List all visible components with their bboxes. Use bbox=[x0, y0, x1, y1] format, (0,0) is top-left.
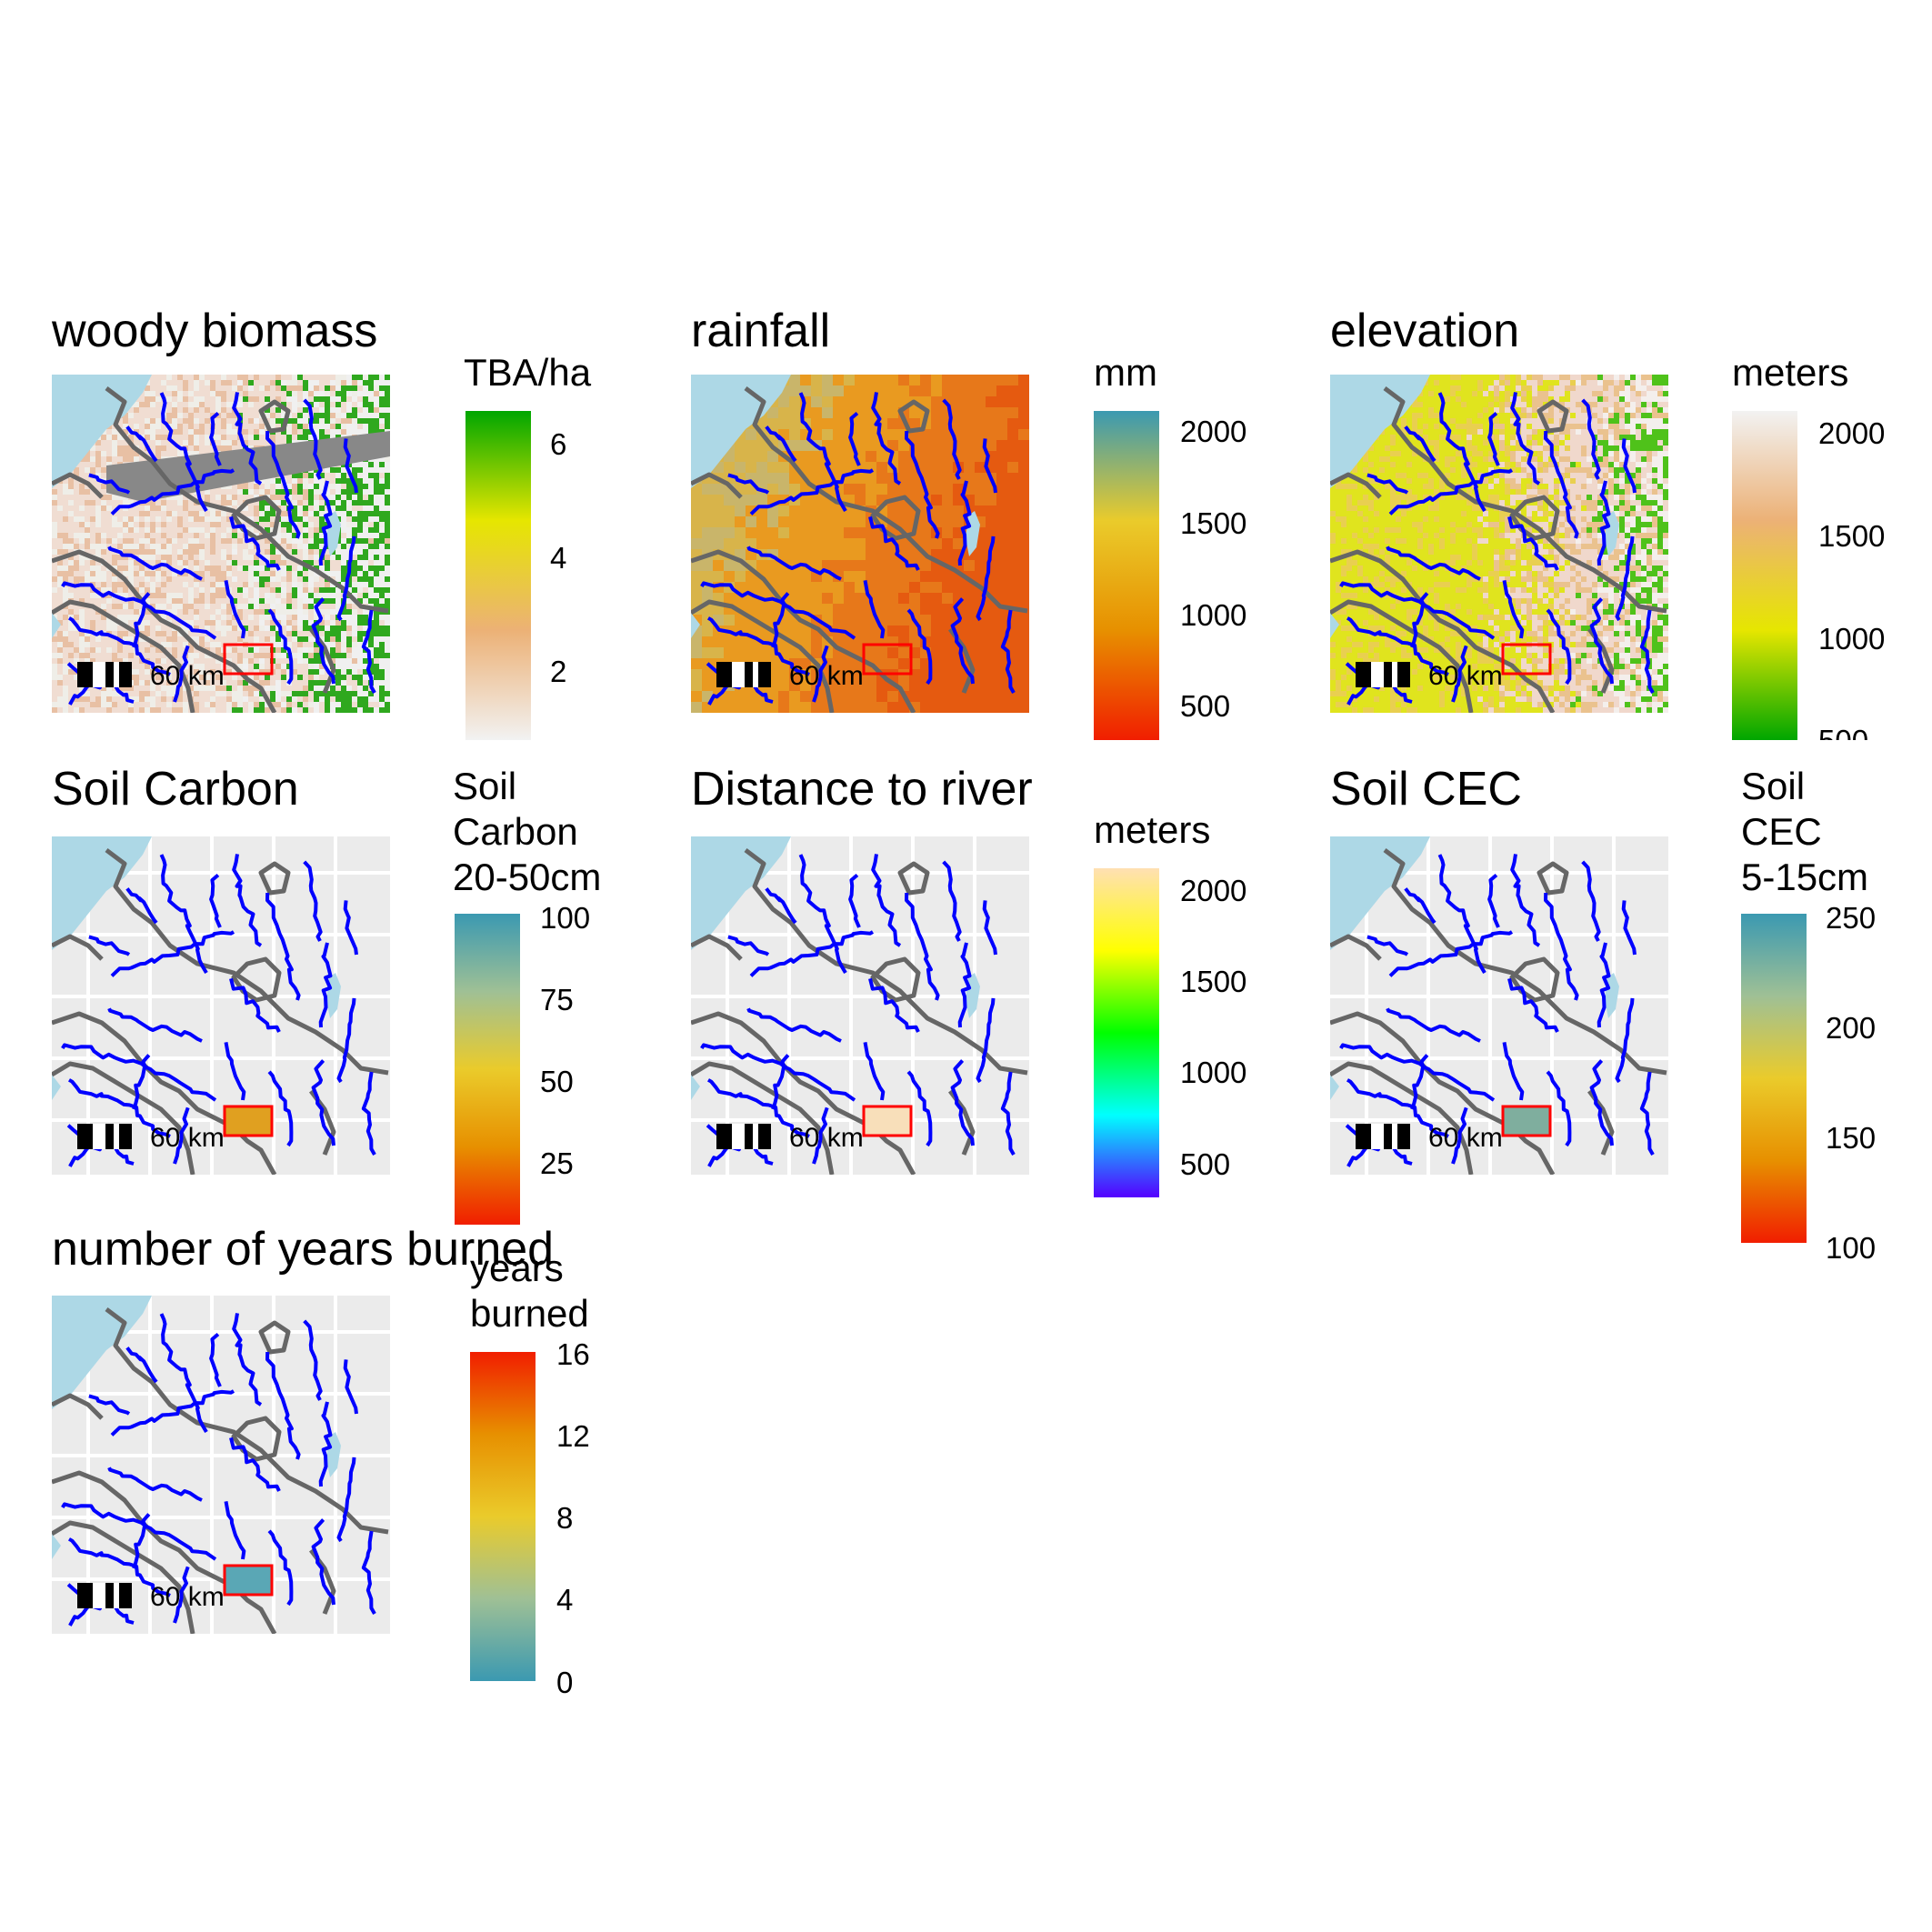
study-area-box bbox=[223, 1564, 274, 1597]
tick-label: 2 bbox=[550, 655, 567, 688]
tick-label: 1000 bbox=[1180, 598, 1247, 632]
map-woody-biomass: 60 km bbox=[52, 375, 390, 713]
study-area-box bbox=[862, 643, 913, 676]
colorbar-soil-cec bbox=[1741, 914, 1807, 1243]
study-area-box bbox=[1501, 643, 1552, 676]
tick-label: 50 bbox=[540, 1065, 574, 1098]
scale-bar bbox=[716, 1124, 771, 1149]
legend-title: meters bbox=[1094, 808, 1211, 851]
map-svg: 60 km bbox=[1330, 375, 1668, 713]
tick-label: 8 bbox=[556, 1501, 574, 1535]
study-area-box bbox=[223, 1105, 274, 1137]
study-area-box bbox=[1501, 1105, 1552, 1137]
panel-title: Soil CEC bbox=[1330, 763, 1522, 816]
scale-label: 60 km bbox=[789, 1123, 864, 1153]
tick-label: 0 bbox=[556, 1666, 574, 1699]
tick-label: 6 bbox=[550, 427, 567, 461]
tick-label: 25 bbox=[540, 1146, 574, 1180]
legend-title: mm bbox=[1094, 351, 1157, 394]
map-svg: 60 km bbox=[1330, 836, 1668, 1175]
tick-label: 1000 bbox=[1180, 1056, 1247, 1089]
tick-label: 4 bbox=[556, 1583, 574, 1617]
panel-title: elevation bbox=[1330, 305, 1520, 357]
legend-title: years burned bbox=[470, 1246, 589, 1335]
tick-label: 1500 bbox=[1818, 519, 1886, 553]
river-layer bbox=[61, 392, 376, 706]
scale-label: 60 km bbox=[789, 661, 864, 691]
legend-title: Soil Carbon 20-50cm bbox=[453, 765, 602, 898]
scale-bar bbox=[716, 662, 771, 687]
raster-layer bbox=[691, 836, 1029, 1175]
scale-label: 60 km bbox=[1428, 661, 1503, 691]
tick-label: 500 bbox=[1180, 1147, 1231, 1181]
map-soil-carbon: 60 km bbox=[52, 836, 390, 1175]
map-svg: 60 km bbox=[52, 1296, 390, 1634]
legend-title: Soil CEC 5-15cm bbox=[1741, 765, 1869, 898]
tick-label: 16 bbox=[556, 1337, 590, 1371]
tick-label: 100 bbox=[540, 901, 591, 935]
scale-label: 60 km bbox=[150, 1123, 225, 1153]
river-layer bbox=[1339, 392, 1655, 706]
scale-label: 60 km bbox=[150, 1582, 225, 1612]
tick-label: 200 bbox=[1826, 1011, 1877, 1045]
scale-bar bbox=[77, 1124, 132, 1149]
panel-title: number of years burned bbox=[52, 1223, 555, 1276]
colorbar-rainfall bbox=[1094, 411, 1159, 740]
map-svg: 60 km bbox=[691, 836, 1029, 1175]
map-rainfall: 60 km bbox=[691, 375, 1029, 713]
study-area-box bbox=[862, 1105, 913, 1137]
map-distance-to-river: 60 km bbox=[691, 836, 1029, 1175]
study-area-box bbox=[223, 643, 274, 676]
scale-bar bbox=[1356, 1124, 1410, 1149]
water-layer bbox=[691, 375, 980, 638]
map-soil-cec: 60 km bbox=[1330, 836, 1668, 1175]
legend-title: meters bbox=[1732, 351, 1849, 394]
tick-label: 75 bbox=[540, 983, 574, 1016]
tick-label: 1500 bbox=[1180, 965, 1247, 998]
map-years-burned: 60 km bbox=[52, 1296, 390, 1634]
scale-bar bbox=[77, 662, 132, 687]
map-svg: 60 km bbox=[52, 836, 390, 1175]
legend-title: TBA/ha bbox=[464, 351, 592, 394]
colorbar-woody-biomass bbox=[465, 411, 531, 740]
colorbar-soil-carbon bbox=[455, 914, 520, 1225]
tick-label: 2000 bbox=[1180, 874, 1247, 907]
tick-label: 1000 bbox=[1818, 622, 1886, 656]
tick-label: 150 bbox=[1826, 1121, 1877, 1155]
water-layer bbox=[52, 1296, 341, 1559]
scale-bar bbox=[77, 1583, 132, 1608]
tick-label: 2000 bbox=[1818, 416, 1886, 450]
map-elevation: 60 km bbox=[1330, 375, 1668, 713]
tick-label: 250 bbox=[1826, 901, 1877, 935]
tick-label: 2000 bbox=[1180, 415, 1247, 448]
tick-label: 500 bbox=[1818, 726, 1868, 740]
tick-label: 100 bbox=[1826, 1231, 1877, 1265]
colorbar-distance-to-river bbox=[1094, 868, 1159, 1197]
river-layer bbox=[700, 392, 1016, 706]
tick-label: 12 bbox=[556, 1419, 590, 1453]
panel-title: Soil Carbon bbox=[52, 763, 299, 816]
scale-label: 60 km bbox=[1428, 1123, 1503, 1153]
map-svg: 60 km bbox=[691, 375, 1029, 713]
tick-label: 1500 bbox=[1180, 506, 1247, 540]
panel-title: rainfall bbox=[691, 305, 831, 357]
panel-title: woody biomass bbox=[52, 305, 378, 357]
river-layer bbox=[1339, 854, 1655, 1167]
colorbar-elevation bbox=[1732, 411, 1797, 740]
scale-bar bbox=[1356, 662, 1410, 687]
panel-title: Distance to river bbox=[691, 763, 1033, 816]
scale-label: 60 km bbox=[150, 661, 225, 691]
colorbar-years-burned bbox=[470, 1352, 536, 1681]
tick-label: 500 bbox=[1180, 689, 1231, 723]
tick-label: 4 bbox=[550, 541, 567, 575]
river-layer bbox=[61, 854, 376, 1167]
map-svg: 60 km bbox=[52, 375, 390, 713]
